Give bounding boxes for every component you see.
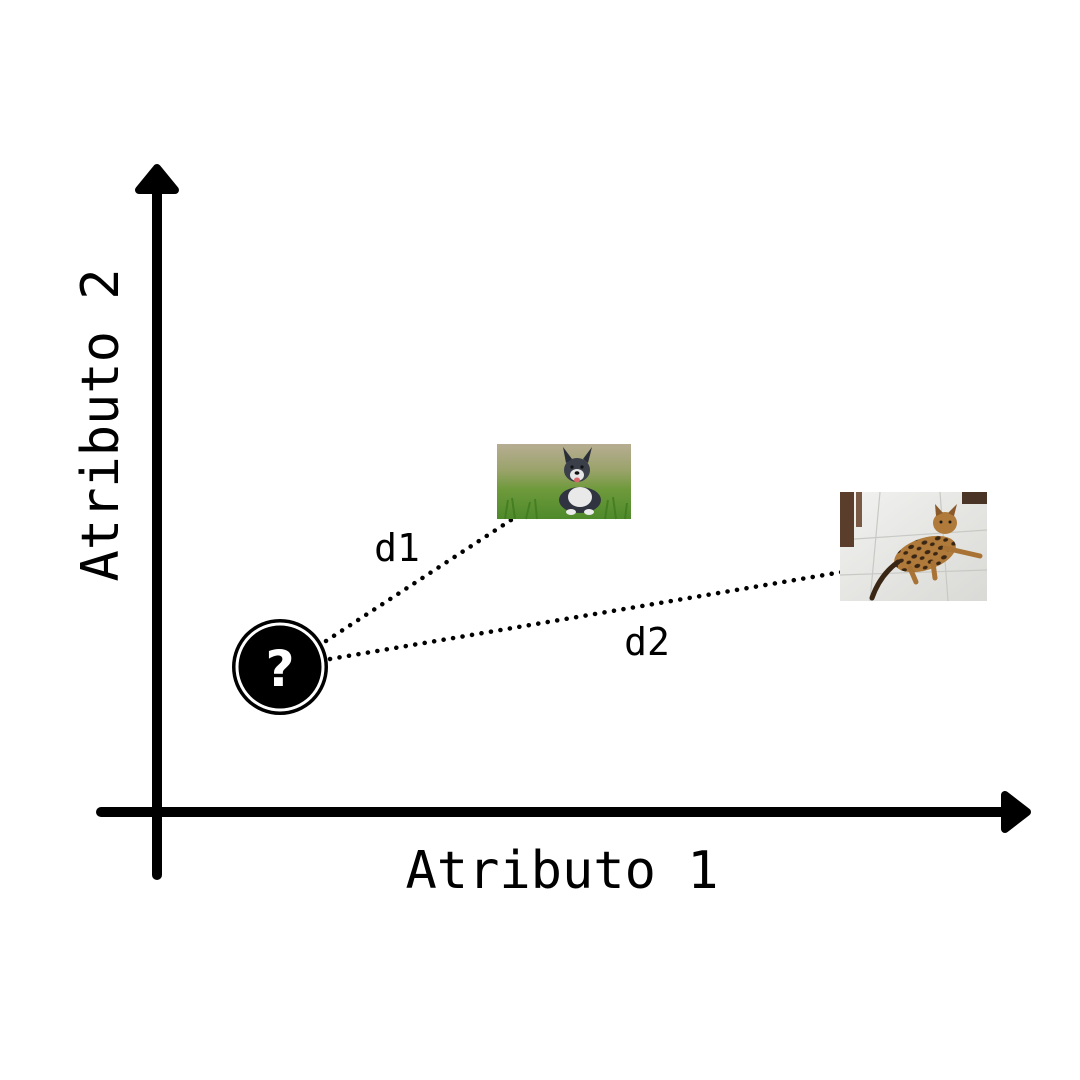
x-axis	[96, 791, 1031, 833]
distance-line-d1	[323, 485, 563, 644]
x-axis-arrowhead	[1001, 791, 1031, 833]
distance-line-d2	[327, 560, 898, 662]
cat-photo	[839, 491, 988, 602]
dog-photo	[497, 444, 631, 520]
distance-label-d2: d2	[624, 620, 670, 664]
question-mark-icon: ?	[265, 640, 294, 698]
x-axis-label: Atributo 1	[405, 841, 718, 901]
y-axis-label: Atributo 2	[71, 268, 131, 581]
query-point: ?	[232, 619, 328, 715]
y-axis	[135, 164, 179, 880]
y-axis-arrowhead	[135, 164, 179, 194]
distance-label-d1: d1	[374, 526, 420, 570]
